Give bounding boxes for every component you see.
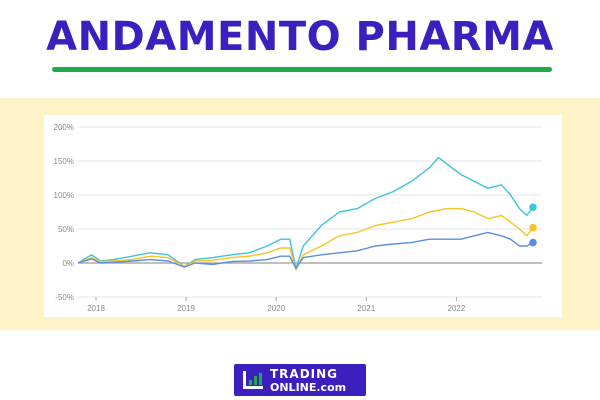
- x-axis-tick-labels: 2018 2019 2020 2021 2022: [87, 297, 466, 313]
- bar-chart-icon: [242, 370, 264, 390]
- y-tick-label: 100%: [54, 191, 74, 200]
- x-tick-label: 2018: [87, 304, 105, 313]
- y-tick-label: 150%: [54, 157, 74, 166]
- y-tick-label: 50%: [58, 225, 74, 234]
- page-title: ANDAMENTO PHARMA: [46, 14, 554, 60]
- y-tick-label: 200%: [54, 123, 74, 132]
- performance-line-chart: -50%0%50%100%150%200% 2018 2019 2020 2021 20…: [54, 123, 542, 313]
- y-tick-label: 0%: [62, 259, 74, 268]
- y-tick-label: -50%: [55, 293, 74, 302]
- series-line-3: [77, 231, 534, 270]
- series-line-2: [77, 207, 534, 271]
- series-end-dot-3: [529, 238, 537, 247]
- series-line-1: [77, 156, 534, 270]
- x-tick-label: 2021: [357, 304, 375, 313]
- y-axis-tick-labels: -50% 0% 50% 100% 150% 200%: [54, 123, 74, 302]
- logo-text-trading: TRADING: [270, 367, 339, 381]
- logo-text-online: ONLINE.com: [270, 381, 347, 394]
- title-underline: [52, 67, 552, 72]
- x-tick-label: 2020: [267, 304, 285, 313]
- x-tick-label: 2019: [177, 304, 195, 313]
- tradingonline-logo[interactable]: TRADING ONLINE.com: [234, 364, 366, 396]
- series-end-markers: [529, 203, 537, 247]
- series-end-dot-1: [529, 203, 537, 212]
- series-lines: [77, 156, 534, 271]
- chart-card: -50% 0% 50% 100% 150% 200% 2018 2019 2020 2021 20…: [44, 115, 562, 317]
- x-tick-label: 2022: [448, 304, 466, 313]
- grid-lines: [78, 126, 542, 298]
- series-end-dot-2: [529, 223, 537, 232]
